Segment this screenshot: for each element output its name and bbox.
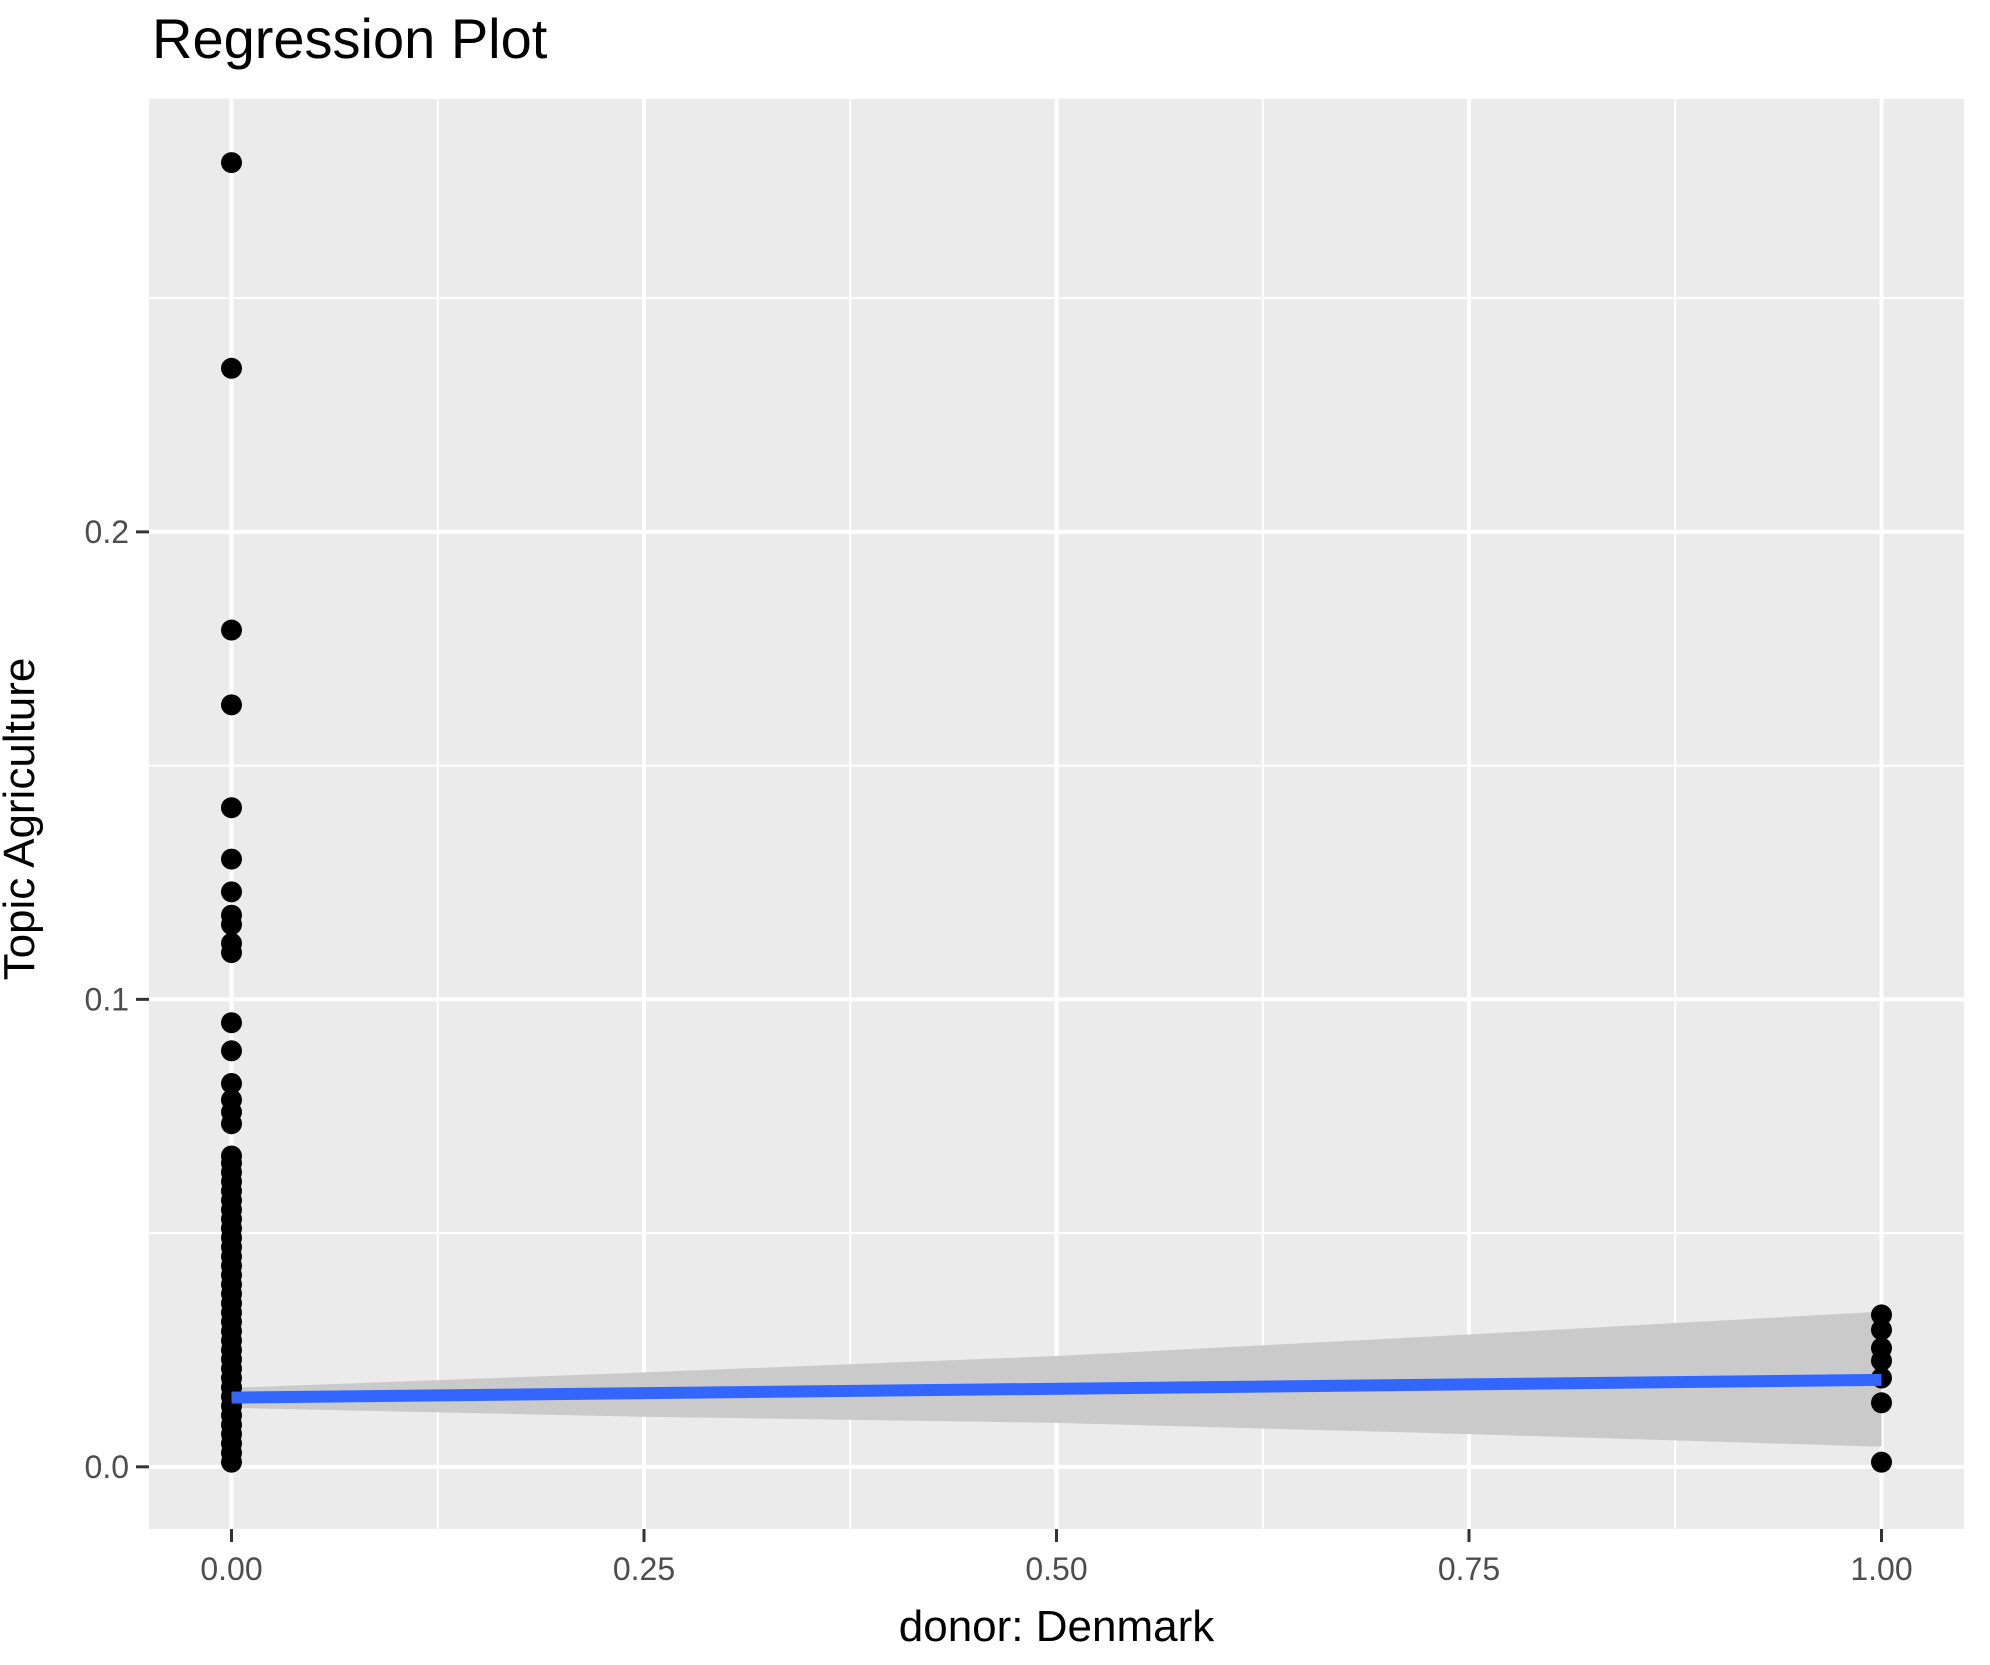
scatter-point — [221, 694, 242, 716]
x-tick-label: 0.50 — [1025, 1551, 1087, 1587]
scatter-point — [1871, 1451, 1892, 1473]
x-axis-label: donor: Denmark — [898, 1602, 1215, 1651]
x-tick-label: 1.00 — [1850, 1551, 1912, 1587]
regression-line — [231, 1373, 1882, 1404]
scatter-point — [221, 881, 242, 903]
scatter-point — [221, 848, 242, 870]
scatter-point — [221, 357, 242, 379]
x-tick-label: 0.25 — [613, 1551, 675, 1587]
scatter-point — [221, 942, 242, 964]
scatter-point — [221, 1451, 242, 1473]
scatter-point — [1871, 1304, 1892, 1326]
y-tick-label: 0.1 — [85, 981, 129, 1017]
scatter-point — [1871, 1392, 1892, 1414]
confidence-band — [231, 1311, 1882, 1447]
scatter-point — [221, 1113, 242, 1135]
x-tick-label: 0.00 — [200, 1551, 262, 1587]
scatter-point — [221, 619, 242, 641]
x-tick-label: 0.75 — [1438, 1551, 1500, 1587]
scatter-point — [1871, 1319, 1892, 1341]
scatter-point — [221, 1072, 242, 1094]
scatter-point — [221, 1040, 242, 1062]
chart-title: Regression Plot — [152, 7, 548, 70]
y-tick-label: 0.0 — [85, 1449, 129, 1485]
y-tick-label: 0.2 — [85, 514, 129, 550]
scatter-point — [221, 1012, 242, 1034]
scatter-point — [1871, 1350, 1892, 1372]
scatter-point — [221, 152, 242, 174]
scatter-point — [221, 797, 242, 819]
scatter-point — [221, 914, 242, 936]
